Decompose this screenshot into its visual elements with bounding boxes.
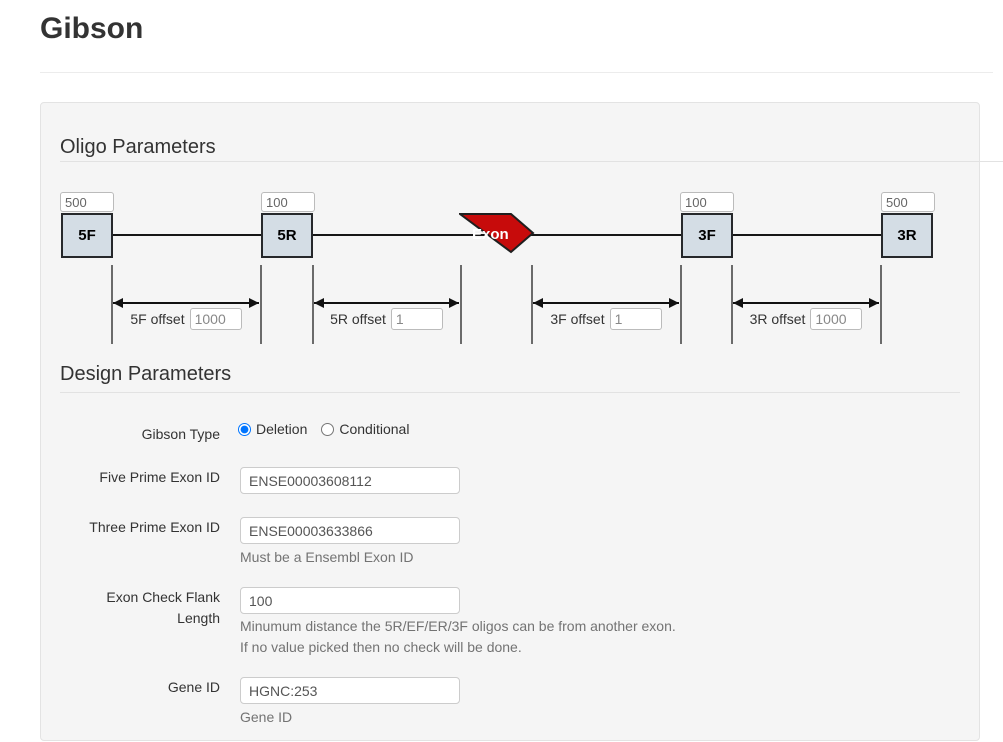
page-title: Gibson bbox=[40, 12, 144, 45]
oligo-box-3f: 3F bbox=[681, 213, 733, 258]
interval-boundary bbox=[460, 265, 462, 344]
oligo-box-3r-label: 3R bbox=[897, 227, 917, 244]
offset-arrow-3f bbox=[533, 298, 679, 308]
three-prime-exon-id-input[interactable] bbox=[240, 517, 460, 544]
conditional-radio-label: Conditional bbox=[339, 421, 410, 437]
interval-boundary bbox=[312, 265, 314, 344]
five-prime-exon-id-label: Five Prime Exon ID bbox=[99, 469, 220, 485]
offset-3r-input[interactable] bbox=[810, 308, 863, 330]
offset-arrow-3r bbox=[733, 298, 879, 308]
deletion-radio-label: Deletion bbox=[256, 421, 308, 437]
offset-3r-label: 3R offset bbox=[749, 311, 806, 327]
interval-boundary bbox=[531, 265, 533, 344]
three-prime-exon-id-label: Three Prime Exon ID bbox=[89, 519, 220, 535]
oligo-3r-length-input[interactable] bbox=[881, 192, 935, 212]
offset-arrow-5r bbox=[314, 298, 459, 308]
offset-5r-input[interactable] bbox=[390, 308, 443, 330]
offset-group-3r: 3R offset bbox=[732, 308, 880, 330]
oligo-box-5r: 5R bbox=[261, 213, 313, 258]
oligo-box-5f-label: 5F bbox=[78, 227, 96, 244]
design-heading-divider bbox=[60, 392, 960, 393]
offset-group-5r: 5R offset bbox=[313, 308, 460, 330]
oligo-box-3r: 3R bbox=[881, 213, 933, 258]
five-prime-exon-id-input[interactable] bbox=[240, 467, 460, 494]
exon-check-flank-length-help: Minumum distance the 5R/EF/ER/3F oligos … bbox=[240, 616, 676, 658]
gene-id-input[interactable] bbox=[240, 677, 460, 704]
oligo-box-5r-label: 5R bbox=[277, 227, 297, 244]
offset-5f-input[interactable] bbox=[189, 308, 242, 330]
interval-boundary bbox=[731, 265, 733, 344]
interval-boundary bbox=[880, 265, 882, 344]
gibson-type-option-deletion[interactable]: Deletion bbox=[238, 421, 307, 437]
design-parameters-heading: Design Parameters bbox=[60, 363, 232, 385]
offset-5f-label: 5F offset bbox=[130, 311, 185, 327]
title-divider bbox=[40, 72, 993, 73]
oligo-3f-length-input[interactable] bbox=[680, 192, 734, 212]
exon-arrow-label: Exon bbox=[472, 226, 509, 243]
oligo-box-3f-label: 3F bbox=[698, 227, 716, 244]
oligo-heading-divider bbox=[60, 161, 1003, 162]
oligo-box-5f: 5F bbox=[61, 213, 113, 258]
oligo-5r-length-input[interactable] bbox=[261, 192, 315, 212]
oligo-parameters-heading: Oligo Parameters bbox=[60, 136, 216, 158]
offset-arrow-5f bbox=[113, 298, 259, 308]
deletion-radio[interactable] bbox=[238, 422, 251, 436]
exon-check-flank-length-input[interactable] bbox=[240, 587, 460, 614]
offset-5r-label: 5R offset bbox=[330, 311, 386, 327]
conditional-radio[interactable] bbox=[321, 422, 335, 436]
exon-arrow: Exon bbox=[459, 213, 535, 254]
interval-boundary bbox=[111, 265, 113, 344]
gene-id-label: Gene ID bbox=[167, 679, 220, 695]
gibson-type-radio-group: Deletion Conditional bbox=[238, 421, 409, 437]
offset-3f-label: 3F offset bbox=[550, 311, 605, 327]
offset-group-5f: 5F offset bbox=[112, 308, 260, 330]
interval-boundary bbox=[260, 265, 262, 344]
exon-check-flank-length-label: Exon Check Flank Length bbox=[106, 589, 220, 626]
gene-id-help: Gene ID bbox=[240, 709, 293, 725]
gibson-type-label: Gibson Type bbox=[141, 426, 220, 442]
help-line: Minumum distance the 5R/EF/ER/3F oligos … bbox=[240, 618, 676, 634]
oligo-5f-length-input[interactable] bbox=[60, 192, 114, 212]
offset-3f-input[interactable] bbox=[609, 308, 662, 330]
three-prime-exon-id-help: Must be a Ensembl Exon ID bbox=[240, 549, 414, 565]
offset-group-3f: 3F offset bbox=[532, 308, 680, 330]
interval-boundary bbox=[680, 265, 682, 344]
help-line: If no value picked then no check will be… bbox=[240, 639, 522, 655]
gibson-type-option-conditional[interactable]: Conditional bbox=[321, 421, 409, 437]
parameters-panel bbox=[40, 102, 980, 741]
